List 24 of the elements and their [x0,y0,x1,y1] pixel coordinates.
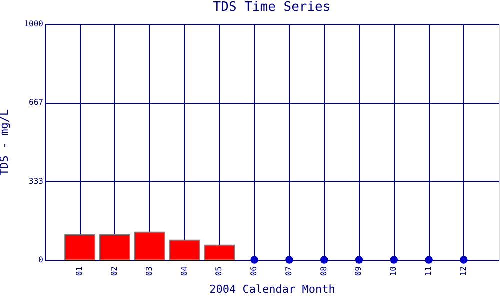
x-tick-label: 03 [144,266,154,276]
x-tick-label: 11 [424,266,434,276]
bar [204,244,236,260]
y-tick-label: 667 [29,98,44,108]
x-axis-title: 2004 Calendar Month [210,283,336,296]
chart-title: TDS Time Series [213,0,331,15]
x-tick-label: 12 [458,266,468,276]
y-tick-label: 333 [29,176,44,186]
x-tick-label: 04 [180,266,189,276]
y-tick-label: 1000 [24,20,44,28]
x-tick-label: 01 [75,266,84,276]
y-tick-label: 0 [38,256,44,264]
bar [169,240,200,260]
bar [64,234,96,260]
x-tick-label: 02 [110,266,119,276]
bar [99,234,130,260]
x-tick-label: 05 [214,266,224,276]
y-axis-title: TDS - mg/L [0,109,12,176]
x-tick-label: 06 [250,266,259,276]
x-tick-label: 07 [284,266,294,276]
x-tick-label: 08 [319,266,328,276]
bar [134,232,166,260]
x-tick-label: 10 [389,266,398,276]
x-tick-label: 09 [354,266,364,276]
